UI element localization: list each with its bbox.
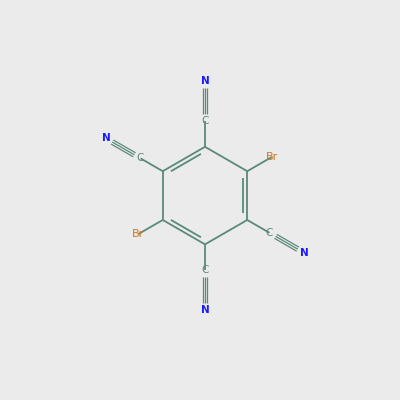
Text: C: C bbox=[201, 116, 209, 126]
Text: C: C bbox=[201, 265, 209, 275]
Text: N: N bbox=[201, 76, 209, 86]
Text: N: N bbox=[102, 134, 110, 144]
Text: Br: Br bbox=[266, 152, 278, 162]
Text: C: C bbox=[266, 228, 273, 238]
Text: C: C bbox=[137, 153, 144, 163]
Text: N: N bbox=[201, 305, 209, 315]
Text: Br: Br bbox=[132, 229, 144, 239]
Text: N: N bbox=[300, 248, 308, 258]
